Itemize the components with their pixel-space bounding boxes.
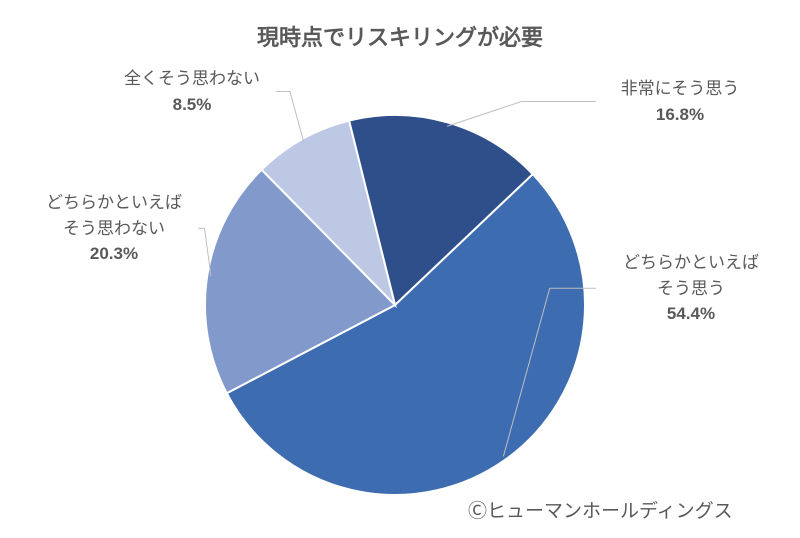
slice-label-line: 非常にそう思う	[621, 79, 740, 98]
slice-label-text: 非常にそう思う	[596, 76, 764, 102]
pie-chart-container: 現時点でリスキリングが必要 非常にそう思う 16.8% どちらかといえばそう思う…	[0, 0, 800, 538]
slice-label-text: 全くそう思わない	[108, 66, 276, 92]
slice-label-line: 全くそう思わない	[124, 69, 260, 88]
slice-label-pct: 16.8%	[596, 102, 764, 128]
slice-label-0: 非常にそう思う 16.8%	[596, 76, 764, 127]
slice-label-pct: 20.3%	[30, 241, 198, 267]
slice-label-2: どちらかといえばそう思わない 20.3%	[30, 190, 198, 267]
slice-label-line: そう思う	[657, 279, 725, 298]
credit-line: Ⓒヒューマンホールディングス	[468, 496, 733, 523]
slice-label-text: どちらかといえばそう思う	[596, 250, 786, 301]
slice-label-line: そう思わない	[63, 219, 165, 238]
slice-label-pct: 54.4%	[596, 301, 786, 327]
slice-label-3: 全くそう思わない 8.5%	[108, 66, 276, 117]
slice-label-1: どちらかといえばそう思う 54.4%	[596, 250, 786, 327]
slice-label-line: どちらかといえば	[46, 193, 182, 212]
slice-label-text: どちらかといえばそう思わない	[30, 190, 198, 241]
slice-label-line: どちらかといえば	[623, 253, 759, 272]
leader-line-0	[447, 102, 596, 127]
leader-line-3	[276, 92, 304, 143]
slice-label-pct: 8.5%	[108, 92, 276, 118]
